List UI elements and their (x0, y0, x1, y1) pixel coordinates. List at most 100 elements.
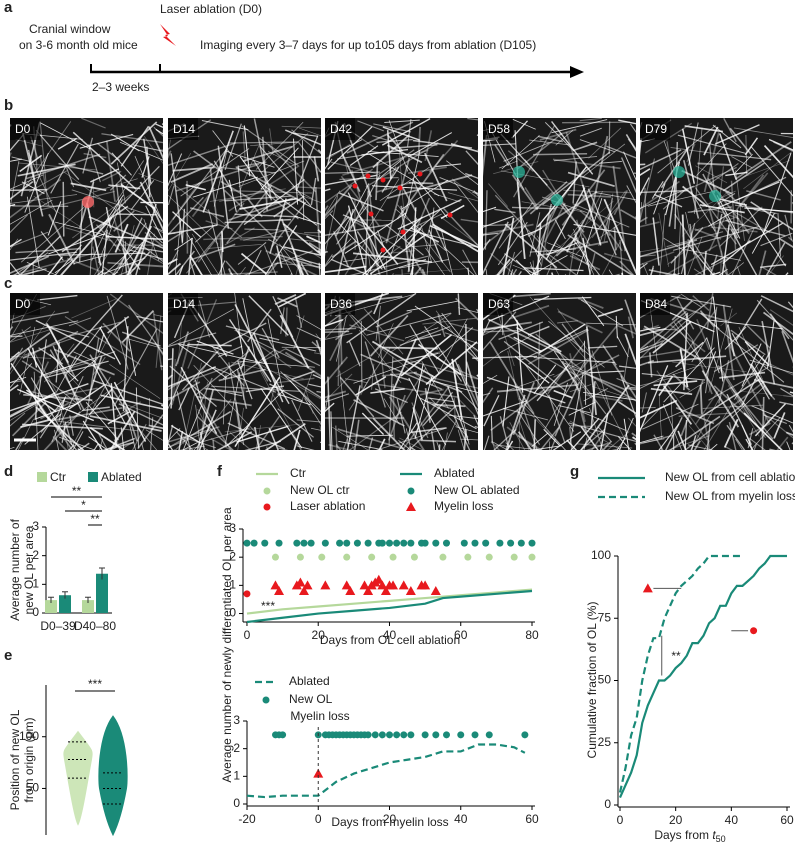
fiber (390, 448, 414, 508)
significance-label: * (81, 498, 86, 512)
new-ol-spot (709, 190, 721, 202)
x-axis-label-text: Days from (654, 828, 712, 842)
panel-label: a (4, 0, 13, 16)
x-tick-label: 20 (669, 813, 683, 827)
annotation: Myelin loss (290, 709, 349, 723)
dot-marker (393, 540, 400, 547)
x-axis-label-sub: 50 (716, 834, 726, 844)
x-tick-label: 60 (525, 812, 539, 826)
y-tick-label: 50 (598, 673, 612, 687)
arrow-head (570, 66, 584, 78)
fiber (231, 273, 246, 290)
x-tick-label: 80 (525, 628, 539, 642)
legend-label: Ctr (50, 470, 66, 484)
x-tick-label: 40 (725, 813, 739, 827)
triangle-marker (643, 583, 653, 592)
dot-marker (400, 731, 407, 738)
panel-label: g (570, 463, 579, 480)
dot-marker (308, 540, 315, 547)
fiber (164, 449, 190, 483)
x-axis-label: Days from OL cell ablation (320, 633, 460, 647)
legend-marker (264, 504, 271, 511)
y-tick-label: 2 (229, 549, 236, 563)
panel-label: b (4, 97, 13, 114)
legend-label: New OL ctr (290, 483, 350, 497)
fiber (33, 263, 34, 292)
fiber (376, 446, 410, 491)
dot-marker (343, 540, 350, 547)
fiber (142, 443, 158, 505)
significance-label: *** (88, 677, 102, 691)
significance-label: ** (72, 484, 82, 498)
myelin-spot (353, 184, 358, 189)
dot-marker (272, 554, 279, 561)
fiber (769, 449, 795, 460)
dot-marker (486, 554, 493, 561)
dot-marker (365, 731, 372, 738)
legend-label: Ablated (289, 674, 330, 688)
myelin-spot (381, 248, 386, 253)
image-label: D79 (645, 122, 667, 136)
dot-marker (276, 540, 283, 547)
y-tick-label: 1 (233, 769, 240, 783)
line (247, 591, 532, 622)
violin (99, 716, 127, 835)
dot-marker (379, 540, 386, 547)
y-tick-label: 100 (591, 548, 611, 562)
myelin-spot (366, 174, 371, 179)
fiber (116, 214, 157, 215)
y-tick-label: 3 (233, 713, 240, 727)
image-label: D63 (488, 297, 510, 311)
fiber (0, 249, 10, 258)
panel-label: c (4, 275, 12, 292)
y-axis-label: new OL per area (22, 525, 36, 614)
image-label: D14 (173, 297, 195, 311)
fiber (205, 448, 250, 473)
myelin-spot (448, 213, 453, 218)
y-tick-label: 0 (229, 606, 236, 620)
dot-marker (386, 731, 393, 738)
fiber (725, 446, 774, 470)
dot-marker (486, 731, 493, 738)
dot-marker (368, 554, 375, 561)
dot-marker (354, 540, 361, 547)
timeline-text: Cranial window (29, 22, 111, 36)
dot-marker (300, 540, 307, 547)
dot-marker (422, 731, 429, 738)
dot-marker (432, 540, 439, 547)
fiber (240, 240, 272, 241)
dot-marker (336, 540, 343, 547)
y-axis-label: Position of new OL (8, 709, 22, 810)
y-axis-label: from origin (μm) (22, 718, 36, 803)
fiber (721, 251, 722, 283)
dot-marker (518, 540, 525, 547)
dot-marker (343, 554, 350, 561)
dot-marker (461, 540, 468, 547)
myelin-spot (418, 172, 423, 177)
x-tick-label: 0 (617, 813, 624, 827)
fiber (78, 449, 104, 467)
dot-marker (529, 554, 536, 561)
legend-label: New OL from myelin loss (665, 489, 795, 503)
x-tick-label: 40 (454, 812, 468, 826)
fiber (533, 154, 587, 155)
triangle-marker (431, 586, 441, 595)
dot-marker (432, 731, 439, 738)
dot-marker (521, 731, 528, 738)
dot-marker (386, 540, 393, 547)
panel-label: d (4, 463, 13, 480)
myelin-spot (369, 212, 374, 217)
new-ol-spot (513, 166, 525, 178)
fiber (267, 447, 279, 492)
fiber (0, 153, 11, 214)
legend-marker (263, 697, 270, 704)
dot-marker (443, 731, 450, 738)
dot-marker (507, 540, 514, 547)
lightning-icon (160, 24, 176, 46)
triangle-marker (320, 580, 330, 589)
dot-marker (372, 731, 379, 738)
dot-marker (411, 554, 418, 561)
y-tick-label: 0 (233, 796, 240, 810)
x-tick-label: D40–80 (74, 619, 116, 633)
dot-marker (496, 540, 503, 547)
